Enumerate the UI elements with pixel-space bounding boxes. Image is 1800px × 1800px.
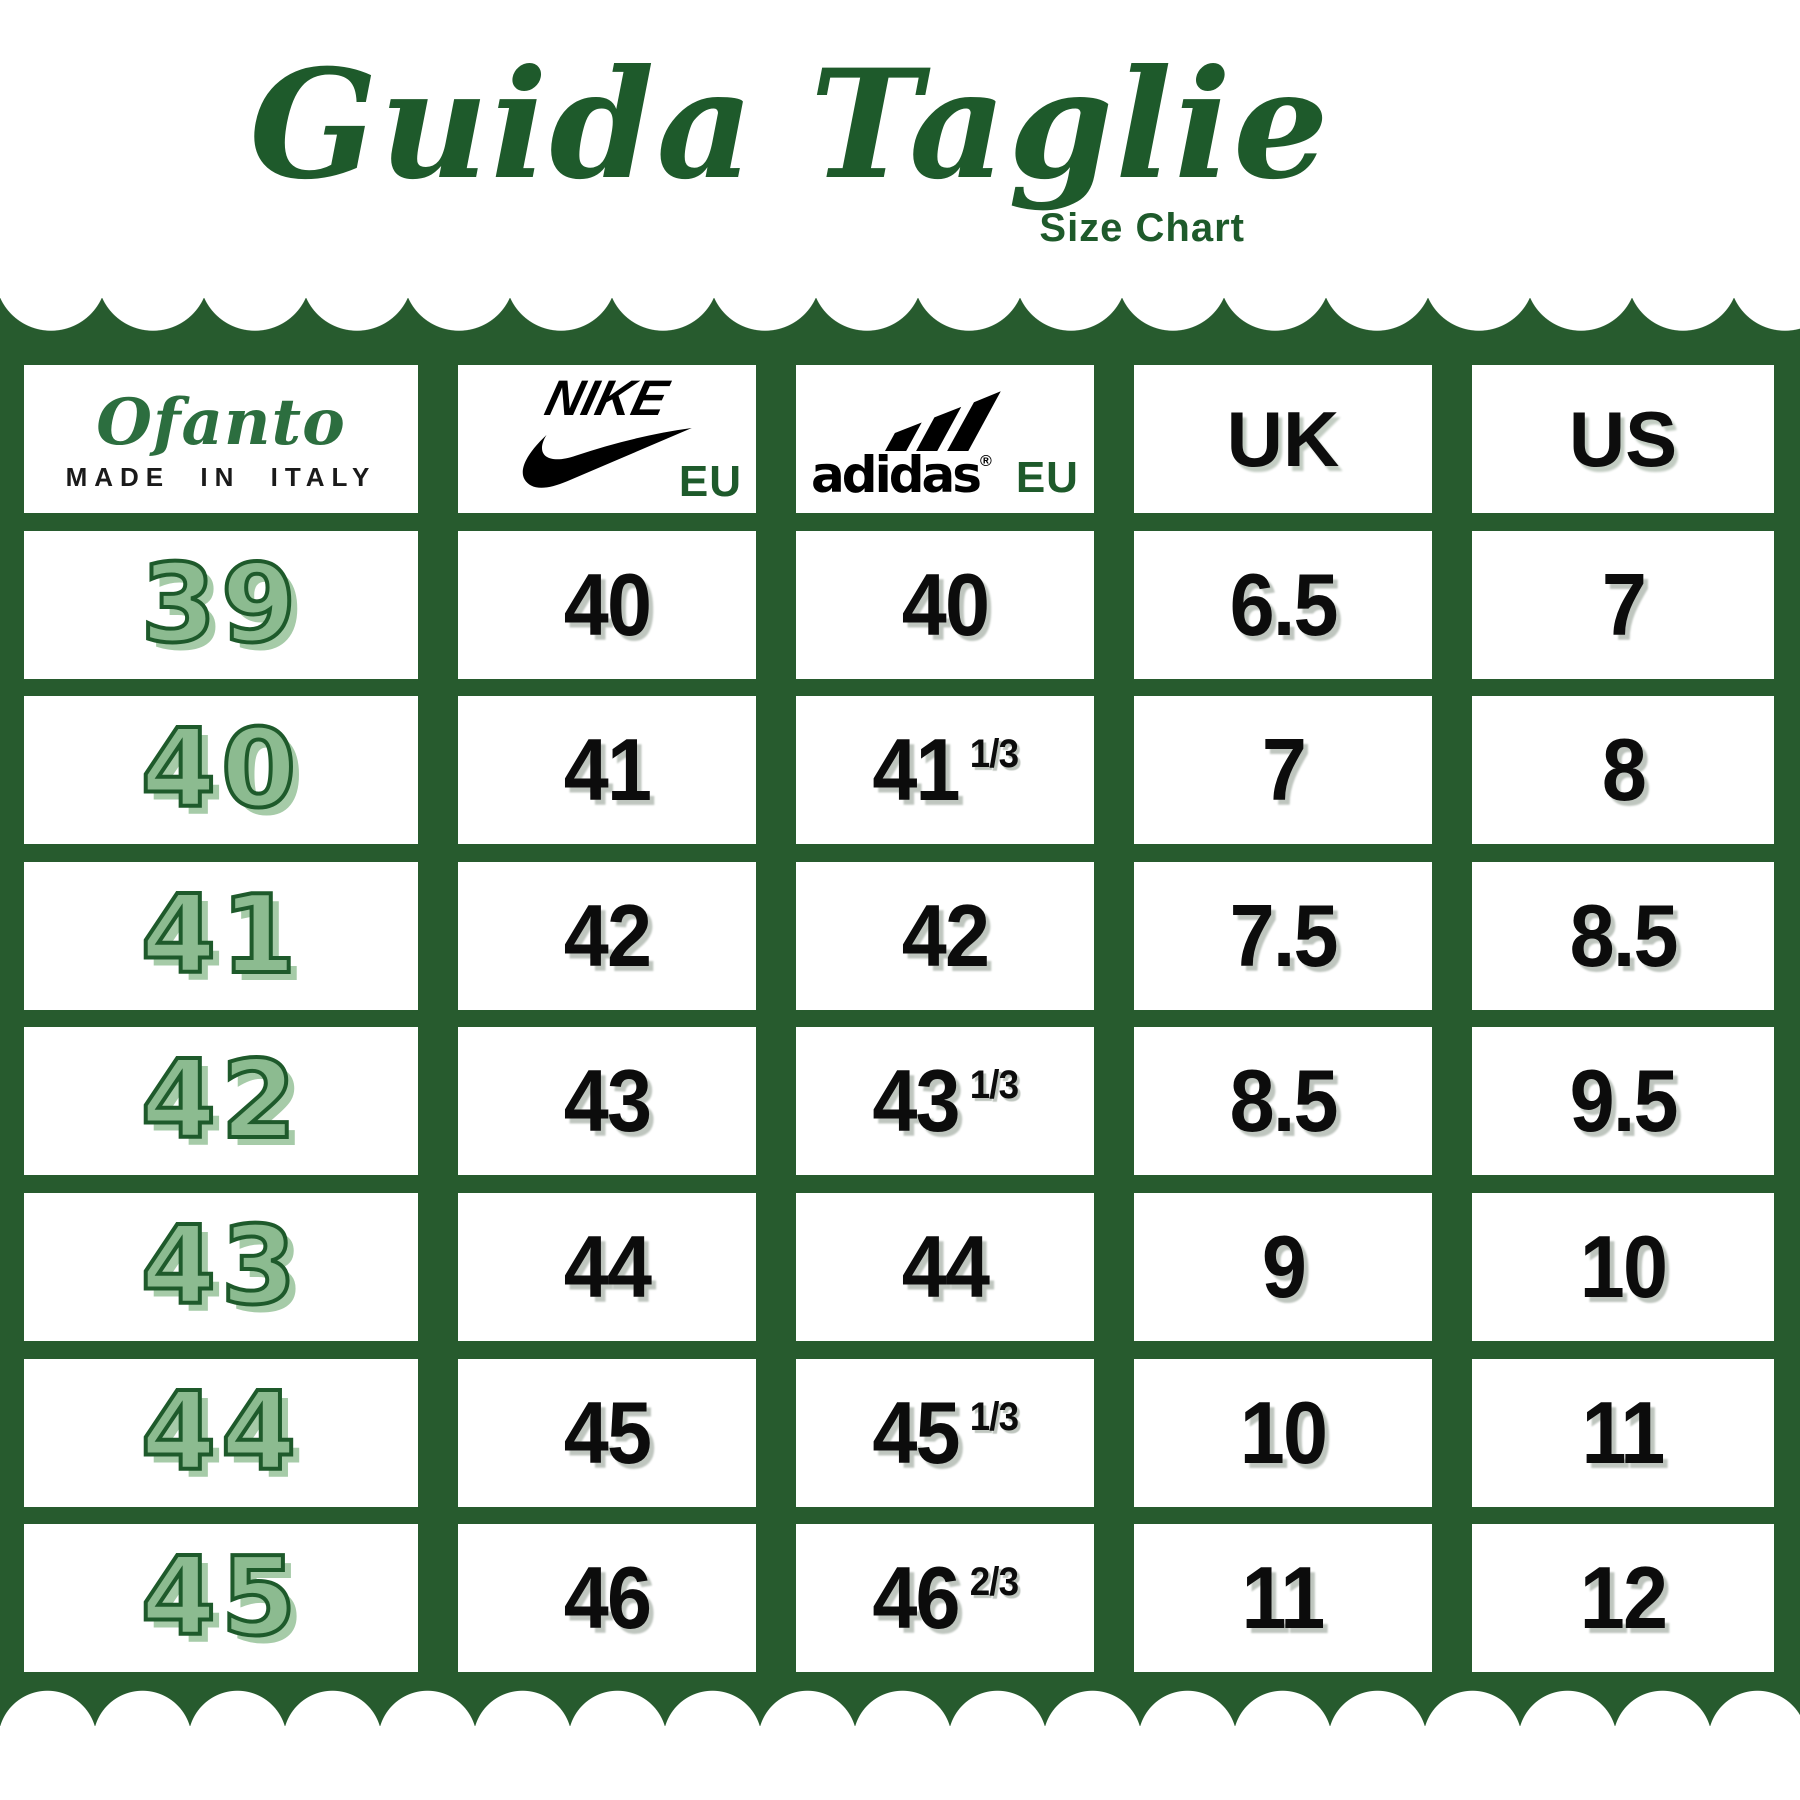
nike-size-value: 41 [563, 720, 652, 820]
size-cell-adidas: 44 [796, 1192, 1094, 1341]
uk-size-value: 9 [1261, 1216, 1306, 1316]
adidas-size-value: 44 [901, 1216, 990, 1316]
size-cell-nike: 42 [458, 861, 756, 1010]
nike-eu-label: EU [678, 457, 742, 506]
adidas-eu-label: EU [1015, 453, 1079, 502]
size-cell-nike: 46 [458, 1524, 756, 1673]
size-cell-us: 11 [1472, 1358, 1774, 1507]
size-cell-nike: 45 [458, 1358, 756, 1507]
size-cell-uk: 9 [1134, 1192, 1432, 1341]
adidas-performance-logo-icon [885, 391, 1001, 451]
nike-size-value: 45 [563, 1382, 652, 1482]
size-cell-us: 12 [1472, 1524, 1774, 1673]
size-cell-ofanto: 45 [24, 1524, 418, 1673]
us-size-value: 7 [1601, 554, 1646, 654]
size-cell-nike: 41 [458, 696, 756, 845]
us-size-value: 8 [1601, 720, 1646, 820]
size-cell-us: 10 [1472, 1192, 1774, 1341]
nike-swoosh-icon [522, 427, 692, 488]
size-cell-ofanto: 39 [24, 530, 418, 679]
nike-size-value: 42 [563, 885, 652, 985]
header-cell-us: US [1472, 365, 1774, 513]
size-cell-ofanto: 44 [24, 1358, 418, 1507]
scallop-bottom-border [0, 1690, 1800, 1726]
size-cell-adidas: 45 1/3 [796, 1358, 1094, 1507]
size-cell-adidas: 40 [796, 530, 1094, 679]
ofanto-tagline: MADE IN ITALY [65, 461, 377, 492]
adidas-wordmark: adidas [811, 446, 982, 504]
header-cell-adidas: adidas ® EU [796, 365, 1094, 513]
size-cell-uk: 8.5 [1134, 1027, 1432, 1176]
size-cell-uk: 6.5 [1134, 530, 1432, 679]
size-cell-ofanto: 40 [24, 696, 418, 845]
ofanto-brand-logo: Ofanto [96, 384, 346, 460]
size-cell-adidas: 43 1/3 [796, 1027, 1094, 1176]
uk-size-value: 7.5 [1229, 885, 1338, 985]
size-cell-uk: 7.5 [1134, 861, 1432, 1010]
size-cell-adidas: 46 2/3 [796, 1524, 1094, 1673]
page-subtitle: Size Chart [1039, 206, 1245, 250]
size-cell-us: 8.5 [1472, 861, 1774, 1010]
ofanto-size-value: 43 [139, 1203, 302, 1329]
size-cell-uk: 7 [1134, 696, 1432, 845]
us-column-label: US [1568, 394, 1678, 483]
size-cell-ofanto: 41 [24, 861, 418, 1010]
size-cell-us: 9.5 [1472, 1027, 1774, 1176]
adidas-size-value: 41 1/3 [872, 726, 1019, 814]
uk-size-value: 8.5 [1229, 1051, 1338, 1151]
header-cell-ofanto: Ofanto MADE IN ITALY [24, 365, 418, 513]
adidas-size-fraction: 1/3 [969, 732, 1019, 777]
page-title: Guida Taglie [249, 37, 1331, 213]
registered-trademark-icon: ® [980, 453, 992, 470]
nike-size-value: 46 [563, 1548, 652, 1648]
nike-size-value: 43 [563, 1051, 652, 1151]
size-cell-uk: 11 [1134, 1524, 1432, 1673]
us-size-value: 9.5 [1569, 1051, 1678, 1151]
scallop-top-border [0, 298, 1800, 332]
uk-size-value: 6.5 [1229, 554, 1338, 654]
size-table: Ofanto MADE IN ITALY NIKE EU adidas ® [24, 365, 1774, 1673]
ofanto-size-value: 41 [139, 872, 302, 998]
uk-column-label: UK [1226, 394, 1340, 483]
size-cell-uk: 10 [1134, 1358, 1432, 1507]
nike-size-value: 44 [563, 1216, 652, 1316]
green-band: Ofanto MADE IN ITALY NIKE EU adidas ® [0, 298, 1800, 1726]
size-cell-us: 7 [1472, 530, 1774, 679]
adidas-size-value: 45 1/3 [872, 1388, 1019, 1477]
adidas-size-fraction: 2/3 [969, 1560, 1019, 1605]
ofanto-size-value: 44 [139, 1369, 302, 1495]
adidas-size-value: 43 1/3 [872, 1057, 1019, 1145]
size-cell-adidas: 42 [796, 861, 1094, 1010]
us-size-value: 11 [1582, 1382, 1666, 1482]
ofanto-size-value: 42 [139, 1038, 302, 1164]
ofanto-size-value: 39 [139, 541, 302, 667]
uk-size-value: 10 [1239, 1382, 1328, 1482]
uk-size-value: 7 [1261, 720, 1306, 820]
us-size-value: 8.5 [1569, 885, 1678, 985]
adidas-size-value: 42 [901, 885, 990, 985]
size-cell-nike: 40 [458, 530, 756, 679]
adidas-size-fraction: 1/3 [969, 1063, 1019, 1108]
us-size-value: 10 [1579, 1216, 1668, 1316]
nike-size-value: 40 [563, 554, 652, 654]
size-cell-ofanto: 43 [24, 1192, 418, 1341]
nike-wordmark: NIKE [540, 369, 674, 426]
ofanto-size-value: 40 [139, 707, 302, 833]
header-cell-uk: UK [1134, 365, 1432, 513]
header-cell-nike: NIKE EU [458, 365, 756, 513]
uk-size-value: 11 [1242, 1548, 1326, 1648]
ofanto-size-value: 45 [139, 1535, 302, 1661]
size-cell-us: 8 [1472, 696, 1774, 845]
adidas-size-value: 40 [901, 554, 990, 654]
size-cell-nike: 43 [458, 1027, 756, 1176]
size-cell-nike: 44 [458, 1192, 756, 1341]
us-size-value: 12 [1579, 1548, 1668, 1648]
adidas-size-fraction: 1/3 [969, 1394, 1019, 1439]
size-cell-ofanto: 42 [24, 1027, 418, 1176]
size-cell-adidas: 41 1/3 [796, 696, 1094, 845]
adidas-size-value: 46 2/3 [872, 1554, 1019, 1642]
